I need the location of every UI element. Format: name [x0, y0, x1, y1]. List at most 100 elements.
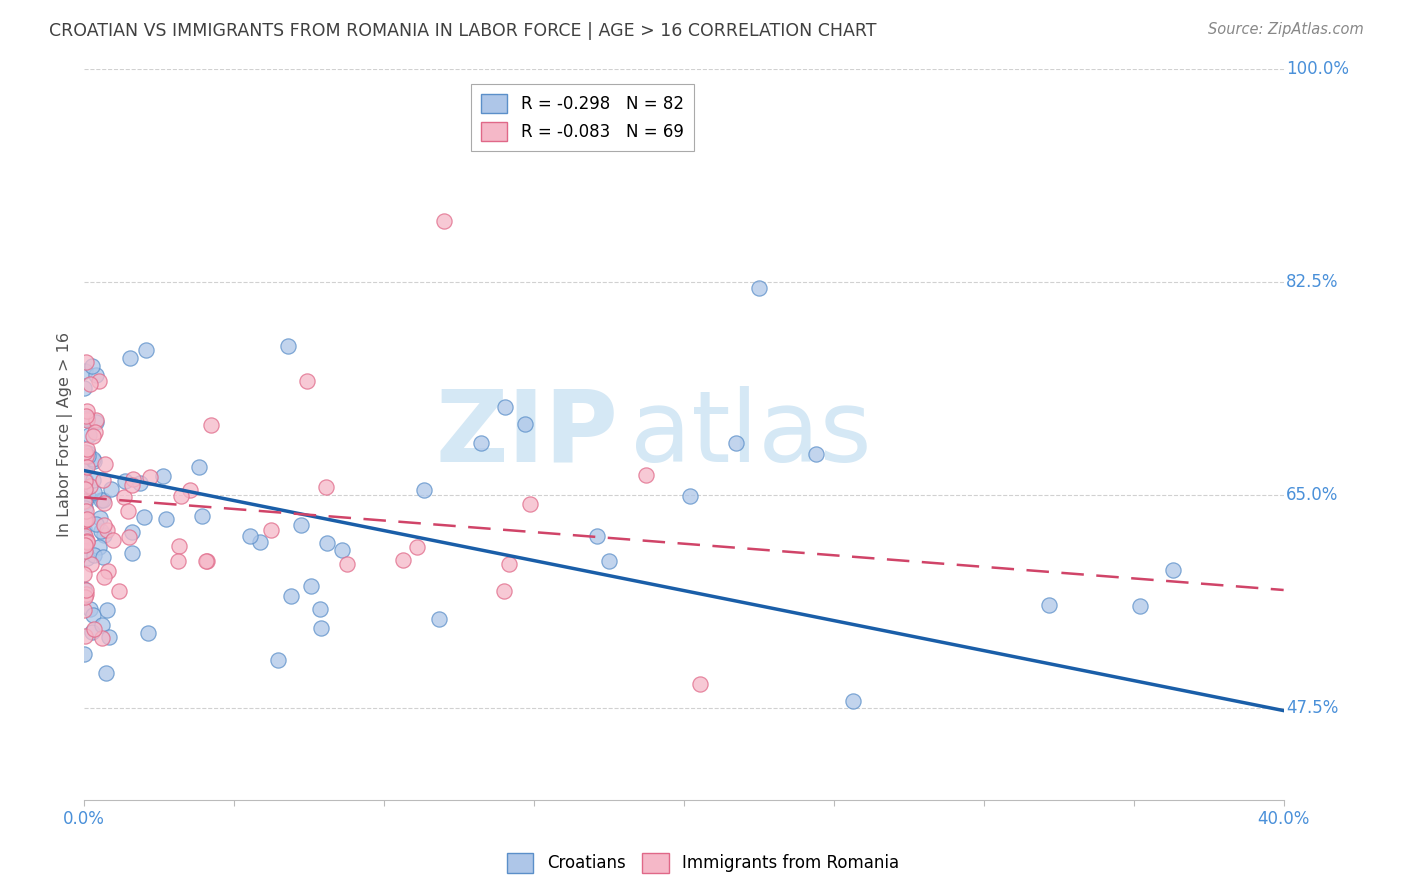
Point: [112, 490, 135, 504]
Point: [191, 508, 214, 523]
Point: [93, 496, 115, 510]
Point: [75, 482, 97, 496]
Point: [519, 497, 541, 511]
Point: [114, 475, 136, 489]
Point: [76, 413, 98, 427]
Point: [73, 629, 96, 643]
Point: [84, 413, 107, 427]
Point: [470, 436, 492, 450]
Point: [82, 607, 104, 622]
Point: [433, 214, 456, 228]
Point: [128, 475, 150, 490]
Point: [299, 579, 322, 593]
Point: [195, 554, 218, 568]
Point: [121, 524, 143, 539]
Legend: R = -0.298   N = 82, R = -0.083   N = 69: R = -0.298 N = 82, R = -0.083 N = 69: [471, 84, 693, 151]
Point: [73, 529, 96, 543]
Point: [406, 541, 429, 555]
Point: [309, 602, 332, 616]
Point: [107, 584, 129, 599]
Point: [79, 376, 101, 391]
Point: [748, 281, 770, 295]
Y-axis label: In Labor Force | Age > 16: In Labor Force | Age > 16: [58, 332, 73, 537]
Point: [93, 518, 115, 533]
Point: [492, 584, 515, 599]
Point: [73, 501, 96, 516]
Text: CROATIAN VS IMMIGRANTS FROM ROMANIA IN LABOR FORCE | AGE > 16 CORRELATION CHART: CROATIAN VS IMMIGRANTS FROM ROMANIA IN L…: [49, 22, 877, 40]
Point: [73, 474, 96, 488]
Point: [136, 626, 159, 640]
Point: [152, 469, 174, 483]
Point: [93, 457, 115, 471]
Point: [77, 449, 100, 463]
Point: [73, 494, 96, 508]
Point: [73, 495, 96, 509]
Point: [135, 343, 157, 358]
Point: [77, 428, 100, 442]
Point: [73, 603, 96, 617]
Point: [412, 483, 434, 498]
Point: [80, 557, 103, 571]
Point: [82, 451, 104, 466]
Point: [73, 511, 96, 525]
Point: [1161, 563, 1184, 577]
Point: [187, 459, 209, 474]
Point: [80, 624, 103, 639]
Point: [249, 534, 271, 549]
Point: [513, 417, 536, 431]
Point: [73, 566, 96, 581]
Point: [277, 339, 299, 353]
Point: [98, 630, 121, 644]
Point: [90, 632, 112, 646]
Point: [1038, 598, 1060, 612]
Legend: Croatians, Immigrants from Romania: Croatians, Immigrants from Romania: [501, 847, 905, 880]
Text: ZIP: ZIP: [434, 385, 619, 483]
Point: [82, 428, 104, 442]
Point: [804, 447, 827, 461]
Point: [634, 467, 657, 482]
Point: [84, 517, 107, 532]
Point: [121, 546, 143, 560]
Point: [75, 531, 97, 545]
Point: [392, 553, 415, 567]
Point: [89, 374, 111, 388]
Point: [93, 569, 115, 583]
Point: [194, 554, 217, 568]
Point: [75, 409, 97, 424]
Point: [91, 493, 114, 508]
Point: [91, 473, 114, 487]
Point: [295, 374, 318, 388]
Point: [90, 492, 112, 507]
Point: [134, 510, 156, 524]
Text: 82.5%: 82.5%: [1286, 273, 1339, 291]
Point: [75, 513, 97, 527]
Point: [89, 511, 111, 525]
Point: [120, 351, 142, 365]
Point: [200, 418, 222, 433]
Point: [91, 549, 114, 564]
Point: [77, 446, 100, 460]
Point: [73, 544, 96, 558]
Point: [315, 480, 337, 494]
Point: [83, 622, 105, 636]
Point: [97, 564, 120, 578]
Point: [75, 449, 97, 463]
Point: [89, 540, 111, 554]
Point: [96, 523, 118, 537]
Point: [82, 359, 104, 373]
Point: [724, 435, 747, 450]
Point: [77, 489, 100, 503]
Point: [75, 587, 97, 601]
Point: [170, 489, 193, 503]
Point: [498, 557, 520, 571]
Point: [585, 528, 607, 542]
Point: [309, 621, 332, 635]
Point: [73, 515, 96, 529]
Point: [139, 470, 162, 484]
Point: [75, 474, 97, 488]
Point: [75, 504, 97, 518]
Point: [598, 554, 620, 568]
Point: [83, 549, 105, 563]
Point: [73, 582, 96, 597]
Point: [179, 483, 201, 497]
